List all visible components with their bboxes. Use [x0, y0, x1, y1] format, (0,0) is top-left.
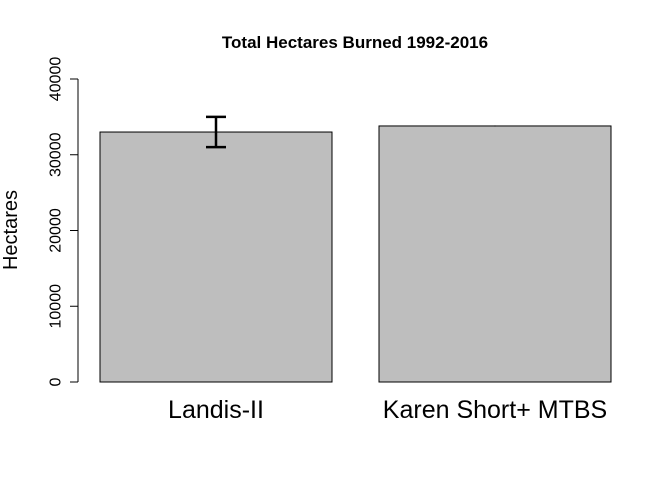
y-tick-label: 0: [48, 377, 65, 386]
bars-group: [99, 125, 612, 383]
y-axis: 0 10000 20000 30000 40000: [48, 57, 79, 386]
y-tick-label: 20000: [48, 208, 65, 253]
error-bar-1: [206, 115, 226, 149]
chart-title: Total Hectares Burned 1992-2016: [222, 33, 488, 52]
x-category-label: Landis-II: [168, 396, 264, 424]
bar-2: [378, 125, 612, 383]
x-categories-group: Landis-II Karen Short+ MTBS: [168, 396, 607, 424]
x-category-label: Karen Short+ MTBS: [383, 396, 607, 424]
error-bars-group: [206, 115, 496, 149]
y-tick-label: 30000: [48, 132, 65, 177]
y-tick-label: 40000: [48, 57, 65, 102]
y-tick-label: 10000: [48, 284, 65, 329]
bar-1: [99, 131, 333, 383]
y-axis-label: Hectares: [0, 190, 22, 270]
